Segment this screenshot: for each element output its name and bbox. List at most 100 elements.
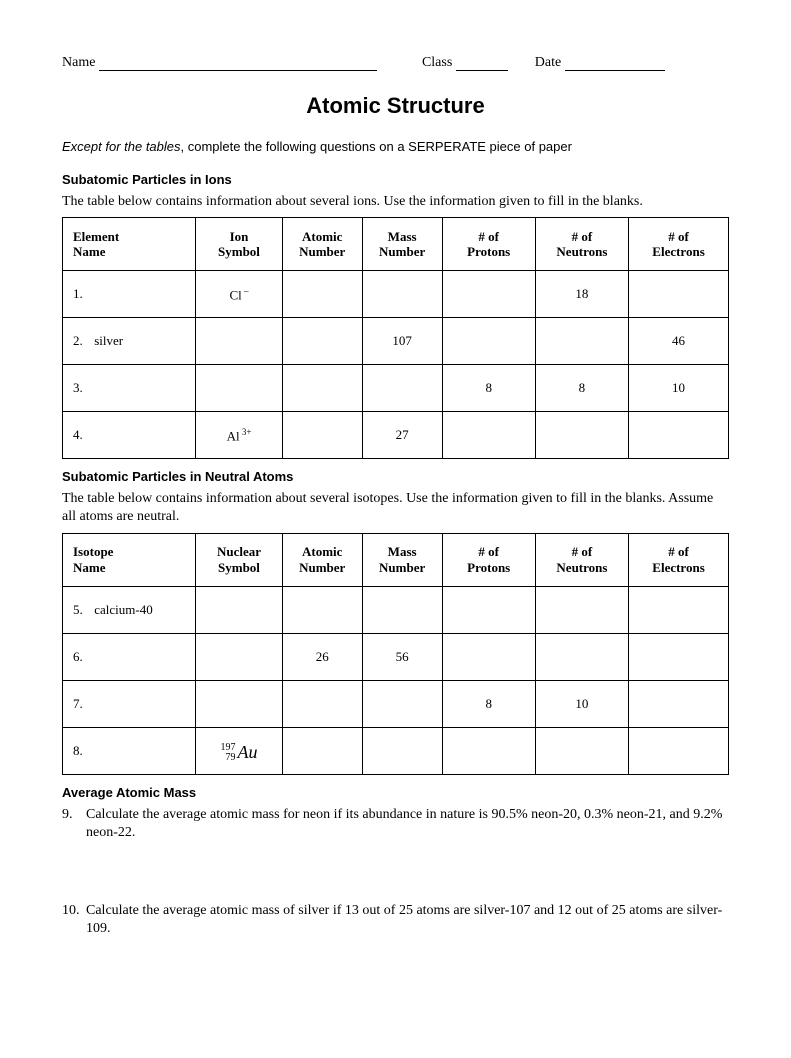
cell-prot[interactable]: 8 <box>442 365 535 412</box>
section1-heading: Subatomic Particles in Ions <box>62 172 729 187</box>
cell-prot[interactable] <box>442 586 535 633</box>
ions-table: ElementName IonSymbol AtomicNumber MassN… <box>62 217 729 459</box>
cell-anum[interactable] <box>282 586 362 633</box>
cell-name[interactable]: 1. <box>63 271 196 318</box>
q9-number: 9. <box>62 806 86 842</box>
cell-elec[interactable] <box>629 633 729 680</box>
table-header-row: ElementName IonSymbol AtomicNumber MassN… <box>63 218 729 271</box>
cell-anum[interactable] <box>282 318 362 365</box>
date-label: Date <box>535 55 561 70</box>
instruction-italic: Except for the tables <box>62 139 181 154</box>
col-mass-number: MassNumber <box>362 218 442 271</box>
section2-heading: Subatomic Particles in Neutral Atoms <box>62 469 729 484</box>
cell-prot[interactable] <box>442 633 535 680</box>
cell-anum[interactable] <box>282 271 362 318</box>
cell-name[interactable]: 5. calcium-40 <box>63 586 196 633</box>
section3-heading: Average Atomic Mass <box>62 785 729 800</box>
cell-name[interactable]: 7. <box>63 680 196 727</box>
question-9: 9. Calculate the average atomic mass for… <box>62 806 729 842</box>
cell-name[interactable]: 2. silver <box>63 318 196 365</box>
cell-prot[interactable]: 8 <box>442 680 535 727</box>
cell-mnum[interactable] <box>362 365 442 412</box>
q10-text: Calculate the average atomic mass of sil… <box>86 902 729 938</box>
col-protons: # ofProtons <box>442 218 535 271</box>
instruction-text: Except for the tables, complete the foll… <box>62 139 729 154</box>
cell-neut[interactable] <box>535 633 628 680</box>
cell-elec[interactable] <box>629 412 729 459</box>
cell-mnum[interactable] <box>362 586 442 633</box>
cell-anum[interactable]: 26 <box>282 633 362 680</box>
col-atomic-number: AtomicNumber <box>282 218 362 271</box>
class-label: Class <box>422 55 452 70</box>
class-blank[interactable] <box>456 58 508 71</box>
cell-prot[interactable] <box>442 412 535 459</box>
table-row: 2. silver 107 46 <box>63 318 729 365</box>
cell-name[interactable]: 3. <box>63 365 196 412</box>
cell-mnum[interactable]: 56 <box>362 633 442 680</box>
cell-mnum[interactable] <box>362 727 442 774</box>
cell-neut[interactable]: 10 <box>535 680 628 727</box>
table-row: 6. 2656 <box>63 633 729 680</box>
cell-symbol[interactable]: Al 3+ <box>196 412 283 459</box>
page-title: Atomic Structure <box>62 93 729 119</box>
date-blank[interactable] <box>565 58 665 71</box>
cell-elec[interactable] <box>629 680 729 727</box>
cell-prot[interactable] <box>442 727 535 774</box>
col-electrons: # ofElectrons <box>629 218 729 271</box>
cell-prot[interactable] <box>442 271 535 318</box>
table-row: 1. Cl – 18 <box>63 271 729 318</box>
cell-elec[interactable] <box>629 727 729 774</box>
cell-mnum[interactable] <box>362 680 442 727</box>
cell-mnum[interactable]: 107 <box>362 318 442 365</box>
cell-anum[interactable] <box>282 680 362 727</box>
name-blank[interactable] <box>99 58 377 71</box>
cell-symbol[interactable] <box>196 633 283 680</box>
cell-neut[interactable]: 18 <box>535 271 628 318</box>
worksheet-page: Name Class Date Atomic Structure Except … <box>0 0 791 1058</box>
cell-symbol[interactable] <box>196 365 283 412</box>
cell-anum[interactable] <box>282 727 362 774</box>
cell-prot[interactable] <box>442 318 535 365</box>
col-neutrons: # ofNeutrons <box>535 218 628 271</box>
table-row: 7. 810 <box>63 680 729 727</box>
col-atomic-number: AtomicNumber <box>282 533 362 586</box>
question-10: 10. Calculate the average atomic mass of… <box>62 902 729 938</box>
instruction-rest: , complete the following questions on a … <box>181 139 572 154</box>
isotopes-table: IsotopeName NuclearSymbol AtomicNumber M… <box>62 533 729 775</box>
cell-elec[interactable] <box>629 271 729 318</box>
col-neutrons: # ofNeutrons <box>535 533 628 586</box>
cell-neut[interactable] <box>535 586 628 633</box>
table-row: 8. 19779Au <box>63 727 729 774</box>
section2-intro: The table below contains information abo… <box>62 490 729 526</box>
cell-mnum[interactable] <box>362 271 442 318</box>
table-row: 5. calcium-40 <box>63 586 729 633</box>
q10-number: 10. <box>62 902 86 938</box>
table-header-row: IsotopeName NuclearSymbol AtomicNumber M… <box>63 533 729 586</box>
cell-neut[interactable] <box>535 318 628 365</box>
col-element-name: ElementName <box>63 218 196 271</box>
cell-anum[interactable] <box>282 365 362 412</box>
cell-elec[interactable]: 46 <box>629 318 729 365</box>
cell-symbol[interactable] <box>196 586 283 633</box>
cell-mnum[interactable]: 27 <box>362 412 442 459</box>
cell-neut[interactable]: 8 <box>535 365 628 412</box>
cell-symbol[interactable] <box>196 680 283 727</box>
cell-symbol[interactable]: 19779Au <box>196 727 283 774</box>
cell-elec[interactable] <box>629 586 729 633</box>
cell-symbol[interactable] <box>196 318 283 365</box>
col-isotope-name: IsotopeName <box>63 533 196 586</box>
cell-symbol[interactable]: Cl – <box>196 271 283 318</box>
cell-elec[interactable]: 10 <box>629 365 729 412</box>
cell-neut[interactable] <box>535 727 628 774</box>
cell-neut[interactable] <box>535 412 628 459</box>
table-row: 3. 8810 <box>63 365 729 412</box>
cell-name[interactable]: 6. <box>63 633 196 680</box>
col-nuclear-symbol: NuclearSymbol <box>196 533 283 586</box>
cell-name[interactable]: 4. <box>63 412 196 459</box>
col-mass-number: MassNumber <box>362 533 442 586</box>
name-label: Name <box>62 55 95 70</box>
cell-anum[interactable] <box>282 412 362 459</box>
col-ion-symbol: IonSymbol <box>196 218 283 271</box>
table-row: 4. Al 3+ 27 <box>63 412 729 459</box>
cell-name[interactable]: 8. <box>63 727 196 774</box>
